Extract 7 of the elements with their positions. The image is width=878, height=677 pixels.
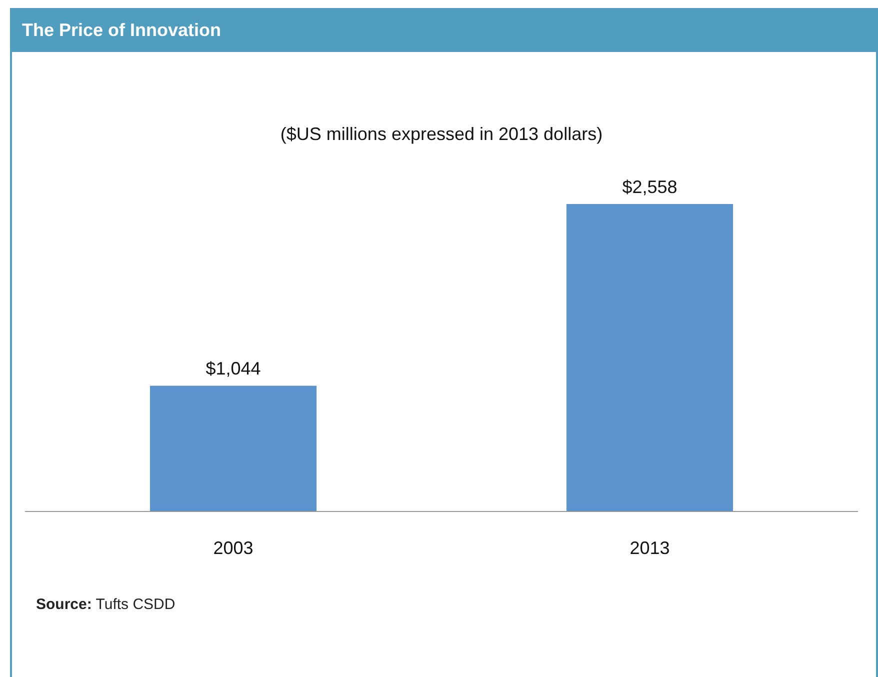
data-label: $2,558 (622, 177, 678, 198)
x-tick-label: 2013 (630, 538, 670, 558)
chart-title: The Price of Innovation (10, 8, 878, 52)
chart-subtitle: ($US millions expressed in 2013 dollars) (280, 124, 603, 144)
source-note: Source: Tufts CSDD (36, 596, 176, 613)
data-label: $1,044 (206, 358, 261, 379)
x-tick-label: 2003 (213, 538, 254, 558)
